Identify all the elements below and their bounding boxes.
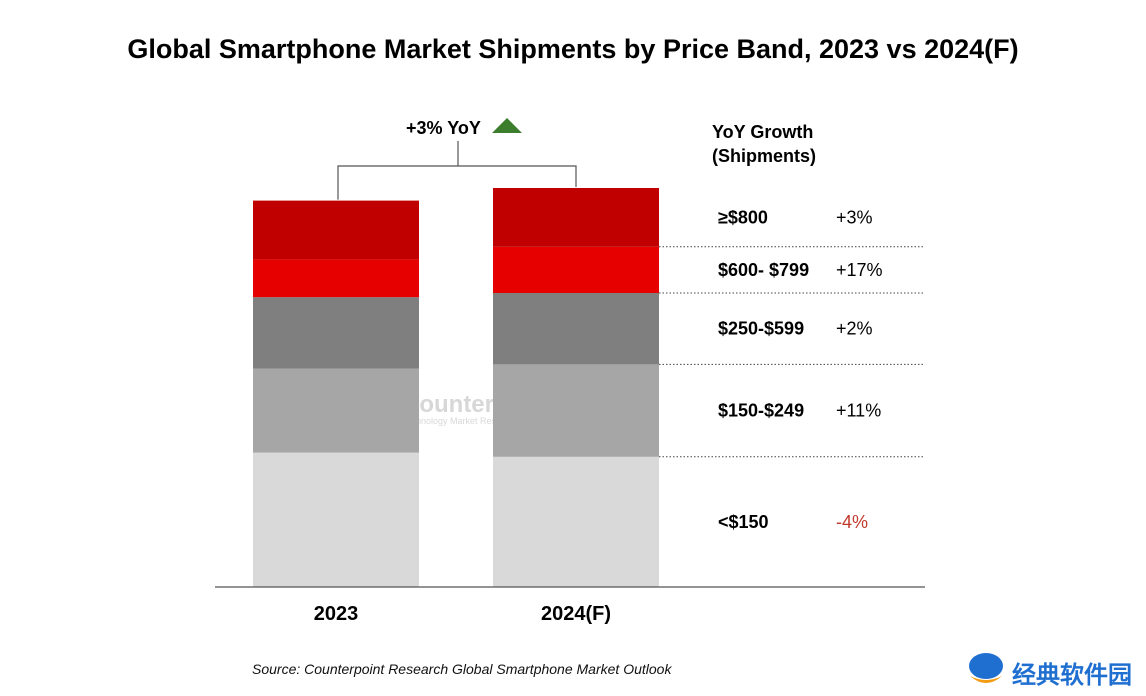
band-label: $250-$599: [718, 319, 804, 339]
x-tick-label: 2023: [314, 603, 359, 625]
band-growth-value: +2%: [836, 319, 873, 339]
site-logo-icon: [969, 653, 1003, 683]
band-label: $600- $799: [718, 260, 809, 280]
bar-segment-0-3: 2023 $600- $799: 9: [253, 259, 419, 298]
total-yoy-bracket: +3% YoY: [337, 118, 577, 200]
band-growth-value: +11%: [836, 401, 881, 421]
band-label: <$150: [718, 512, 769, 532]
bar-segment-1-4: 2024(F) ≥$800: 14: [493, 188, 659, 247]
chart-title: Global Smartphone Market Shipments by Pr…: [127, 34, 1019, 64]
yoy-header-line: YoY Growth: [712, 122, 813, 142]
band-growth-value: -4%: [836, 512, 868, 532]
yoy-growth-header: YoY Growth (Shipments): [712, 122, 816, 166]
bar-segment-1-0: 2024(F) <$150: 31: [493, 456, 659, 587]
bar-segment-0-1: 2023 $150-$249: 20: [253, 368, 419, 453]
yoy-header-line: (Shipments): [712, 146, 816, 166]
bar-segment-0-2: 2023 $250-$599: 17: [253, 297, 419, 369]
x-tick-label: 2024(F): [541, 603, 611, 625]
watermark-tagline: Technology Market Research: [402, 416, 519, 426]
band-growth-value: +17%: [836, 260, 883, 280]
bar-segment-1-1: 2024(F) $150-$249: 22: [493, 364, 659, 457]
yoy-up-arrow-icon: [492, 118, 522, 133]
bar-segment-0-4: 2023 ≥$800: 14: [253, 200, 419, 260]
site-badge: 经典软件园: [962, 648, 1146, 692]
band-label: $150-$249: [718, 401, 804, 421]
bar-segment-1-3: 2024(F) $600- $799: 11: [493, 246, 659, 293]
bar-segment-1-2: 2024(F) $250-$599: 17: [493, 293, 659, 365]
bar-segment-0-0: 2023 <$150: 32: [253, 452, 419, 587]
site-name: 经典软件园: [1012, 661, 1132, 689]
total-yoy-label: +3% YoY: [406, 118, 481, 138]
yoy-bracket-line: [337, 141, 577, 200]
source-note: Source: Counterpoint Research Global Sma…: [252, 661, 672, 677]
band-label: ≥$800: [718, 207, 768, 227]
band-growth-value: +3%: [836, 207, 873, 227]
